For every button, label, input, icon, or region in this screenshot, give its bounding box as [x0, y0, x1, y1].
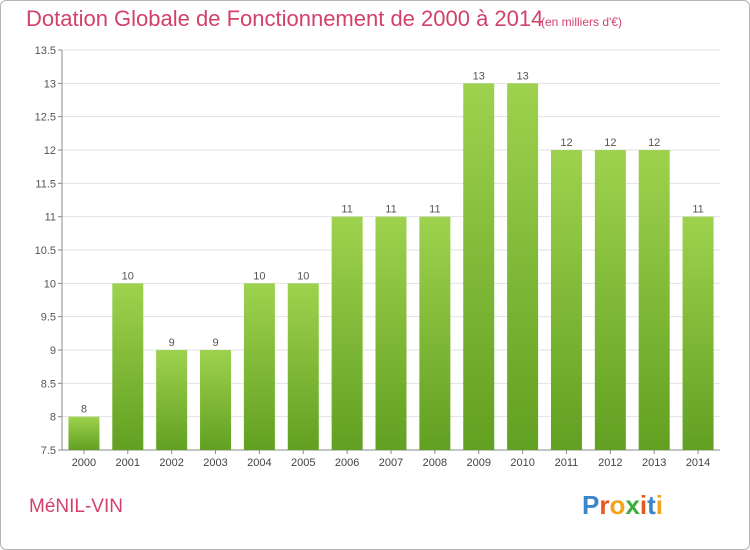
bar-2001	[112, 283, 144, 450]
y-tick-label: 13	[44, 78, 56, 90]
x-tick-label: 2000	[72, 457, 96, 469]
bar-2005	[287, 283, 319, 450]
data-label: 10	[297, 270, 309, 282]
logo-letter: x	[625, 490, 640, 520]
data-label: 12	[560, 137, 572, 149]
data-label: 8	[81, 404, 87, 416]
data-label: 11	[341, 204, 352, 216]
y-tick-label: 12	[44, 145, 56, 157]
x-tick-label: 2014	[686, 457, 710, 469]
bar-2004	[243, 283, 275, 450]
y-tick-label: 11.5	[35, 178, 56, 190]
logo-letter: i	[655, 490, 663, 520]
x-tick-label: 2005	[291, 457, 315, 469]
bar-2014	[682, 216, 714, 450]
bar-2002	[156, 350, 188, 450]
x-tick-label: 2002	[159, 457, 183, 469]
bar-2000	[68, 416, 100, 450]
bar-2013	[638, 150, 670, 450]
x-tick-label: 2001	[116, 457, 140, 469]
y-tick-label: 12.5	[35, 112, 56, 124]
bar-2006	[331, 216, 363, 450]
x-tick-label: 2013	[642, 457, 666, 469]
y-tick-label: 7.5	[41, 445, 56, 457]
data-label: 11	[429, 204, 440, 216]
bar-2012	[594, 150, 626, 450]
commune-name: MéNIL-VIN	[29, 496, 123, 517]
data-label: 10	[253, 270, 265, 282]
y-tick-label: 10	[44, 278, 56, 290]
chart-unit: (en milliers d'€)	[541, 15, 622, 29]
logo-letter: r	[599, 490, 610, 520]
y-tick-label: 9	[50, 345, 56, 357]
y-tick-label: 8.5	[41, 378, 56, 390]
x-tick-label: 2009	[466, 457, 490, 469]
bar-2008	[419, 216, 451, 450]
y-tick-label: 8	[50, 412, 56, 424]
bar-2009	[463, 83, 495, 450]
x-tick-label: 2010	[510, 457, 534, 469]
x-tick-label: 2011	[555, 457, 579, 469]
x-tick-label: 2012	[598, 457, 622, 469]
logo-letter: i	[639, 490, 648, 520]
bar-2011	[550, 150, 582, 450]
data-label: 10	[122, 270, 134, 282]
x-tick-label: 2006	[335, 457, 359, 469]
chart-title: Dotation Globale de Fonctionnement de 20…	[26, 6, 544, 31]
y-tick-label: 11	[45, 212, 56, 224]
data-label: 11	[692, 204, 703, 216]
data-label: 13	[473, 70, 485, 82]
x-tick-label: 2003	[203, 457, 227, 469]
y-tick-label: 13.5	[35, 45, 56, 57]
data-label: 13	[516, 70, 528, 82]
logo-letter: o	[609, 490, 626, 520]
y-tick-label: 9.5	[41, 312, 56, 324]
proxiti-logo: Proxiti	[582, 490, 663, 521]
bar-2010	[507, 83, 539, 450]
data-label: 12	[604, 137, 616, 149]
data-label: 9	[169, 337, 175, 349]
bar-2003	[200, 350, 232, 450]
data-label: 12	[648, 137, 660, 149]
bar-2007	[375, 216, 407, 450]
x-tick-label: 2007	[379, 457, 403, 469]
data-label: 11	[385, 204, 396, 216]
logo-letter: t	[647, 490, 656, 520]
x-tick-label: 2008	[423, 457, 447, 469]
logo-letter: P	[582, 490, 600, 520]
data-label: 9	[212, 337, 218, 349]
x-tick-label: 2004	[247, 457, 271, 469]
y-tick-label: 10.5	[35, 245, 56, 257]
